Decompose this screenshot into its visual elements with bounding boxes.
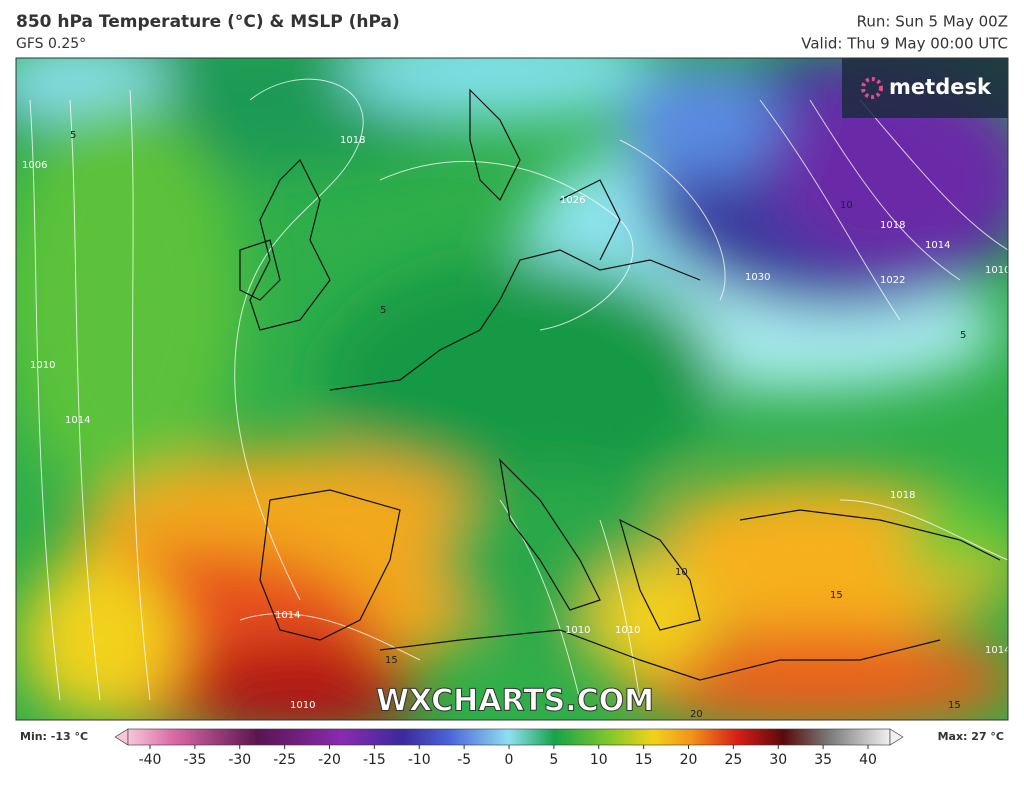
legend-min: Min: -13 °C (20, 730, 88, 743)
colorbar-tick-label: -5 (457, 752, 471, 768)
isobar-label: 1018 (340, 135, 365, 146)
colorbar-tick-label: 10 (590, 752, 608, 768)
colorbar-tick-label: 5 (549, 752, 558, 768)
colorbar-tick-label: -15 (363, 752, 386, 768)
colorbar-tick-label: -40 (139, 752, 162, 768)
colorbar (127, 728, 891, 746)
isobar-label: 1010 (290, 700, 315, 711)
legend-max: Max: 27 °C (938, 730, 1004, 743)
temperature-label: 15 (385, 655, 398, 666)
colorbar-tick-label: 25 (724, 752, 742, 768)
colorbar-tick-label: 15 (635, 752, 653, 768)
isobar-label: 1026 (560, 195, 585, 206)
isobar-label: 1018 (880, 220, 905, 231)
temperature-label: 5 (70, 130, 76, 141)
isobar-label: 1014 (925, 240, 950, 251)
logo: metdesk (889, 75, 992, 99)
isobar-label: 1022 (880, 275, 905, 286)
temperature-label: 20 (690, 709, 703, 720)
subtitle: GFS 0.25° (16, 36, 86, 52)
watermark: WXCHARTS.COM (376, 684, 654, 719)
temperature-label: 10 (840, 200, 853, 211)
temperature-label: 15 (948, 700, 961, 711)
colorbar-tick-label: -20 (318, 752, 341, 768)
title: 850 hPa Temperature (°C) & MSLP (hPa) (16, 12, 400, 32)
isobar-label: 1006 (22, 160, 47, 171)
isobar-label: 1018 (890, 490, 915, 501)
colorbar-tick-label: -30 (228, 752, 251, 768)
temperature-label: 5 (380, 305, 386, 316)
valid: Valid: Thu 9 May 00:00 UTC (801, 35, 1008, 53)
isobar-label: 1014 (65, 415, 90, 426)
isobar-label: 1010 (985, 265, 1010, 276)
isobar-label: 1030 (745, 272, 770, 283)
colorbar-tick-label: 20 (680, 752, 698, 768)
colorbar-tick-label: -35 (183, 752, 206, 768)
isobar-label: 1014 (275, 610, 300, 621)
isobar-label: 1010 (615, 625, 640, 636)
temperature-label: 10 (675, 567, 688, 578)
isobar-label: 1010 (30, 360, 55, 371)
temperature-label: 5 (960, 330, 966, 341)
isobar-label: 1010 (565, 625, 590, 636)
colorbar-tick-label: -25 (273, 752, 296, 768)
colorbar-tick-label: 35 (814, 752, 832, 768)
colorbar-tick-label: 30 (769, 752, 787, 768)
colorbar-tick-label: 0 (505, 752, 514, 768)
run: Run: Sun 5 May 00Z (857, 13, 1008, 31)
isobar-label: 1014 (985, 645, 1010, 656)
colorbar-tick-label: -10 (408, 752, 431, 768)
colorbar-tick-label: 40 (859, 752, 877, 768)
temperature-label: 15 (830, 590, 843, 601)
